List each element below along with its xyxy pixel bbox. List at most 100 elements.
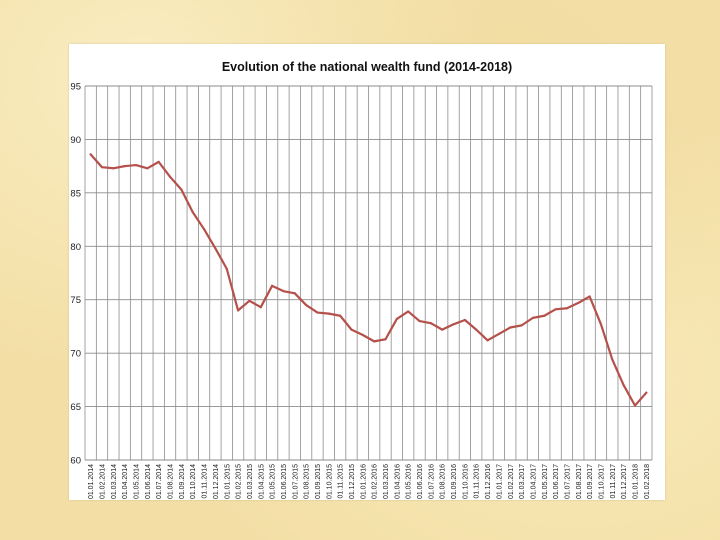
data-point: [384, 338, 387, 341]
data-point: [543, 314, 546, 317]
data-point: [395, 317, 398, 321]
data-point: [191, 210, 194, 214]
x-tick-label: 01.10.2017: [598, 464, 605, 499]
data-point: [214, 247, 217, 250]
data-point: [157, 160, 160, 163]
x-tick-label: 01.01.2015: [224, 464, 231, 499]
data-point: [463, 318, 466, 322]
data-point: [418, 319, 421, 323]
data-point: [202, 228, 206, 231]
series-line: [89, 153, 648, 407]
x-tick-label: 01.01.2017: [496, 464, 503, 499]
x-tick-label: 01.07.2015: [292, 464, 299, 499]
y-tick-label: 70: [70, 349, 81, 360]
x-tick-label: 01.06.2017: [553, 464, 560, 499]
data-point: [350, 328, 353, 331]
x-tick-label: 01.04.2016: [394, 464, 401, 499]
x-tick-label: 01.03.2014: [111, 464, 118, 499]
data-point: [361, 333, 364, 337]
data-point: [497, 332, 501, 336]
x-tick-label: 01.04.2014: [122, 464, 129, 499]
data-point: [588, 295, 591, 298]
data-point: [486, 339, 489, 342]
x-tick-label: 01.05.2015: [270, 464, 277, 499]
data-point: [271, 284, 274, 287]
x-tick-label: 01.07.2016: [428, 464, 435, 499]
x-tick-label: 01.09.2017: [587, 464, 594, 499]
data-point: [89, 153, 92, 156]
x-tick-label: 01.10.2014: [190, 464, 197, 499]
line-chart: Evolution of the national wealth fund (2…: [70, 60, 653, 499]
x-tick-label: 01.02.2014: [100, 464, 107, 499]
x-tick-label: 01.08.2016: [440, 464, 447, 499]
data-point: [475, 328, 478, 331]
data-point: [645, 391, 648, 394]
series-layer: [89, 153, 648, 407]
x-tick-label: 01.11.2014: [202, 464, 209, 499]
y-tick-label: 80: [70, 242, 81, 253]
x-tick-label: 01.11.2017: [610, 464, 617, 499]
y-tick-label: 60: [70, 456, 81, 467]
x-tick-label: 01.08.2014: [168, 464, 175, 499]
data-point: [633, 404, 637, 407]
x-tick-label: 01.06.2014: [145, 464, 152, 499]
x-tick-label: 01.11.2016: [474, 464, 481, 499]
x-tick-label: 01.12.2014: [213, 464, 220, 499]
y-axis-ticks: 60 65 70 75 80 85 90 95: [70, 82, 81, 467]
data-point: [259, 306, 262, 309]
data-point: [373, 340, 376, 343]
chart-title: Evolution of the national wealth fund (2…: [222, 60, 512, 74]
x-tick-label: 01.12.2016: [485, 464, 492, 499]
data-point: [441, 328, 444, 331]
x-tick-label: 01.02.2015: [236, 464, 243, 499]
data-point: [293, 292, 296, 295]
x-tick-label: 01.03.2016: [383, 464, 390, 499]
chart-panel: Evolution of the national wealth fund (2…: [69, 44, 665, 500]
x-tick-label: 01.09.2016: [451, 464, 458, 499]
data-point: [180, 188, 183, 191]
data-point: [622, 384, 625, 387]
y-tick-label: 75: [70, 295, 81, 306]
x-tick-label: 01.03.2017: [519, 464, 526, 499]
data-point: [305, 303, 308, 307]
x-tick-label: 01.10.2015: [326, 464, 333, 499]
data-point: [236, 309, 240, 312]
x-tick-label: 01.05.2014: [134, 464, 141, 499]
data-point: [429, 322, 432, 325]
data-point: [339, 314, 342, 317]
x-tick-label: 01.01.2018: [632, 464, 639, 499]
data-point: [531, 316, 535, 319]
x-tick-label: 01.02.2018: [644, 464, 651, 499]
data-point: [599, 323, 603, 326]
x-gridlines: [84, 86, 653, 460]
x-tick-label: 01.06.2015: [281, 464, 288, 499]
data-point: [554, 308, 557, 311]
x-tick-label: 01.01.2016: [360, 464, 367, 499]
data-point: [248, 299, 251, 302]
data-point: [611, 358, 614, 361]
data-point: [520, 324, 523, 327]
x-tick-label: 01.08.2015: [304, 464, 311, 499]
x-tick-label: 01.07.2017: [564, 464, 571, 499]
x-tick-label: 01.04.2017: [530, 464, 537, 499]
x-tick-label: 01.02.2017: [508, 464, 515, 499]
x-tick-label: 01.05.2017: [542, 464, 549, 499]
data-point: [327, 312, 330, 315]
data-point: [565, 307, 569, 310]
data-point: [225, 267, 228, 270]
x-tick-label: 01.09.2014: [179, 464, 186, 499]
y-tick-label: 85: [70, 188, 81, 199]
x-tick-label: 01.07.2014: [156, 464, 163, 499]
data-point: [112, 167, 115, 170]
data-point: [168, 175, 172, 178]
x-tick-label: 01.10.2016: [462, 464, 469, 499]
data-point: [146, 167, 149, 170]
data-point: [577, 301, 580, 305]
data-point: [509, 326, 512, 329]
y-tick-label: 90: [70, 135, 81, 146]
data-point: [316, 311, 319, 314]
y-tick-label: 65: [70, 402, 81, 413]
data-point: [134, 163, 138, 167]
x-tick-label: 01.08.2017: [576, 464, 583, 499]
y-tick-label: 95: [70, 82, 81, 93]
